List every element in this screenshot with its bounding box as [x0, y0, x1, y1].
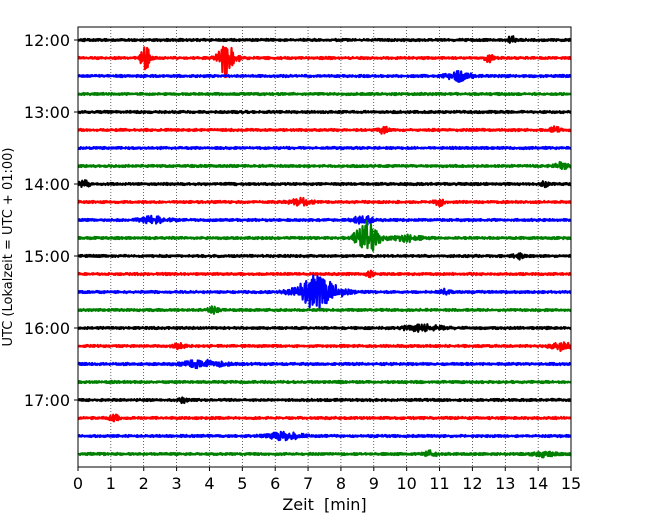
- trace-1630: [78, 358, 571, 370]
- trace-1615: [78, 341, 571, 353]
- y-tick-label: 16:00: [24, 319, 70, 338]
- trace-1500: [78, 252, 571, 261]
- x-tick-label: 13: [495, 474, 515, 493]
- x-tick-label: 12: [462, 474, 482, 493]
- x-tick-label: 6: [270, 474, 280, 493]
- x-tick-label: 9: [369, 474, 379, 493]
- trace-1345: [78, 160, 571, 171]
- trace-1745: [78, 449, 571, 459]
- trace-1230: [78, 69, 571, 83]
- x-tick-label: 4: [204, 474, 214, 493]
- x-tick-label: 7: [303, 474, 313, 493]
- x-tick-label: 14: [528, 474, 548, 493]
- x-axis-ticks: 0 1 2 3 4 5 6 7 8 9 10 11 12 13 14 15: [73, 467, 581, 493]
- trace-1430: [78, 214, 571, 226]
- trace-1600: [78, 323, 571, 333]
- x-tick-label: 3: [172, 474, 182, 493]
- trace-1515: [78, 269, 571, 279]
- trace-1700: [78, 396, 571, 405]
- x-tick-label: 11: [429, 474, 449, 493]
- trace-1215: [78, 45, 571, 79]
- x-tick-label: 5: [237, 474, 247, 493]
- y-tick-label: 15:00: [24, 247, 70, 266]
- trace-1330: [78, 145, 571, 151]
- trace-1200: [78, 35, 571, 44]
- y-tick-label: 17:00: [24, 391, 70, 410]
- trace-1715: [78, 413, 571, 423]
- trace-1645: [78, 379, 571, 385]
- trace-1545: [78, 305, 571, 315]
- trace-1445: [78, 219, 571, 252]
- trace-1300: [78, 109, 571, 115]
- trace-1315: [78, 125, 571, 135]
- y-tick-label: 12:00: [24, 31, 70, 50]
- y-tick-label: 13:00: [24, 103, 70, 122]
- trace-1245: [78, 91, 571, 97]
- plot-frame: [77, 26, 572, 468]
- trace-1400: [78, 179, 571, 189]
- x-tick-label: 10: [396, 474, 416, 493]
- seismogram-traces: [78, 35, 571, 459]
- x-tick-label: 2: [139, 474, 149, 493]
- trace-1530: [78, 274, 571, 311]
- x-tick-label: 0: [73, 474, 83, 493]
- x-tick-label: 1: [106, 474, 116, 493]
- vertical-grid-lines: [110, 27, 539, 467]
- x-tick-label: 15: [561, 474, 581, 493]
- trace-1415: [78, 196, 571, 208]
- y-axis-label: UTC (Lokalzeit = UTC + 01:00): [1, 148, 16, 347]
- x-axis-label: Zeit [min]: [282, 495, 366, 514]
- x-tick-label: 8: [336, 474, 346, 493]
- trace-1730: [78, 430, 571, 442]
- y-axis-ticks: 12:00 13:00 14:00 15:00 16:00 17:00: [24, 31, 78, 410]
- y-tick-label: 14:00: [24, 175, 70, 194]
